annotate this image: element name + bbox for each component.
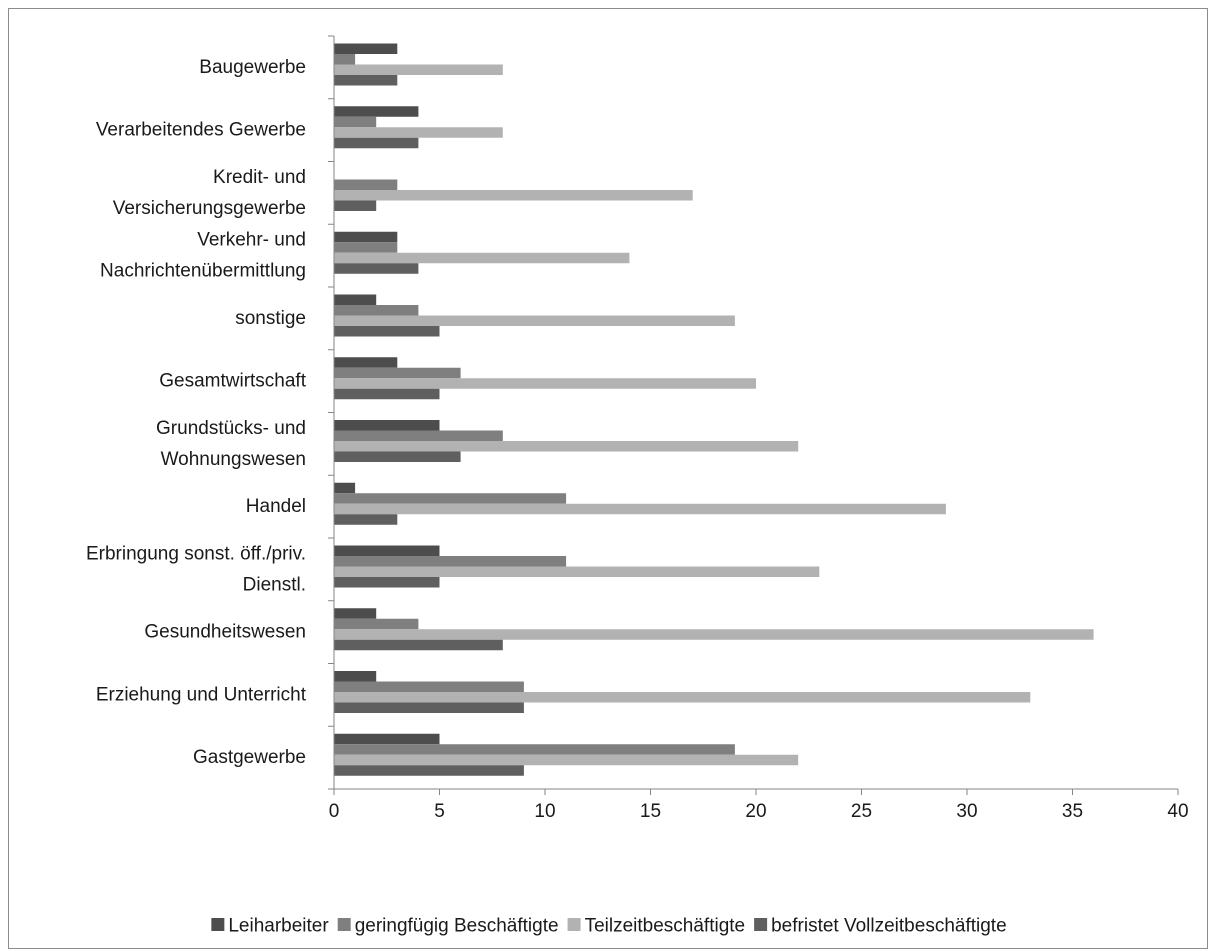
category-label: Kredit- und <box>213 167 306 188</box>
axes-group <box>328 35 1179 795</box>
bars-group <box>334 43 1094 776</box>
legend: Leiharbeiter geringfügig Beschäftigte Teil… <box>211 916 1007 937</box>
x-tick-label: 30 <box>956 801 977 822</box>
legend-item: Leiharbeiter <box>211 916 329 937</box>
category-label: Gesamtwirtschaft <box>159 371 306 392</box>
x-tick-label: 5 <box>434 801 445 822</box>
bar <box>334 116 377 128</box>
bar <box>334 43 398 54</box>
bar-chart: Baugewerbe Verarbeitendes Gewerbe Kredit- … <box>86 35 1189 937</box>
category-label: Erziehung und Unterricht <box>96 684 307 705</box>
bar <box>334 294 377 305</box>
x-tick-label: 0 <box>329 801 340 822</box>
legend-swatch <box>211 918 225 931</box>
category-label: Gesundheitswesen <box>144 622 306 643</box>
bar <box>334 493 567 504</box>
category-label: sonstige <box>235 308 306 329</box>
bar <box>334 608 377 619</box>
bar <box>334 577 440 588</box>
legend-item: geringfügig Beschäftigte <box>337 916 559 937</box>
bar <box>334 127 503 138</box>
chart-frame: Baugewerbe Verarbeitendes Gewerbe Kredit- … <box>8 8 1208 949</box>
bar <box>334 754 799 766</box>
bar <box>334 252 630 264</box>
bar <box>334 75 398 86</box>
category-label: Gastgewerbe <box>193 747 306 768</box>
bar <box>334 556 567 567</box>
legend-swatch <box>337 918 351 931</box>
bar <box>334 629 1094 640</box>
bar <box>334 367 461 379</box>
bar <box>334 451 461 462</box>
x-tick-label: 35 <box>1062 801 1083 822</box>
bar <box>334 692 1031 703</box>
bar <box>334 765 524 776</box>
bar <box>334 702 524 713</box>
bar <box>334 315 735 326</box>
category-label: Baugewerbe <box>199 57 306 78</box>
bar <box>334 420 440 431</box>
bar <box>334 618 419 630</box>
bar <box>334 441 799 452</box>
bar <box>334 54 356 65</box>
bar <box>334 545 440 556</box>
bar <box>334 263 419 274</box>
x-tick-label: 10 <box>534 801 555 822</box>
legend-swatch <box>754 918 768 931</box>
category-label: Erbringung sonst. öff./priv. <box>86 543 306 564</box>
bar <box>334 566 820 577</box>
category-label: Nachrichtenübermittlung <box>100 261 306 282</box>
bar <box>334 744 735 755</box>
bar <box>334 64 503 75</box>
x-tick-labels: 0 5 10 15 20 25 30 35 40 <box>329 801 1189 822</box>
bar <box>334 357 398 368</box>
bar <box>334 190 693 201</box>
x-tick-label: 15 <box>640 801 661 822</box>
category-label: Verarbeitendes Gewerbe <box>96 120 306 141</box>
bar <box>334 733 440 745</box>
bar <box>334 503 946 515</box>
bar <box>334 231 398 243</box>
x-tick-label: 40 <box>1167 801 1188 822</box>
bar <box>334 137 419 149</box>
bar <box>334 430 503 441</box>
bar <box>334 179 398 190</box>
bar <box>334 378 756 389</box>
bar <box>334 514 398 525</box>
x-tick-label: 25 <box>851 801 872 822</box>
category-label: Grundstücks- und <box>156 418 306 439</box>
category-label: Handel <box>246 496 306 517</box>
legend-label: Leiharbeiter <box>228 916 329 937</box>
bar <box>334 671 377 682</box>
bar <box>334 326 440 337</box>
category-labels: Baugewerbe Verarbeitendes Gewerbe Kredit- … <box>86 57 307 768</box>
legend-label: geringfügig Beschäftigte <box>355 916 559 937</box>
bar <box>334 639 503 651</box>
legend-swatch <box>567 918 581 931</box>
category-label: Verkehr- und <box>197 230 306 251</box>
bar <box>334 106 419 117</box>
category-label: Versicherungsgewerbe <box>113 198 306 219</box>
legend-item: befristet Vollzeitbeschäftigte <box>754 916 1007 937</box>
bar <box>334 681 524 692</box>
legend-item: Teilzeitbeschäftigte <box>567 916 746 937</box>
bar <box>334 388 440 400</box>
bar <box>334 242 398 253</box>
bar <box>334 200 377 211</box>
legend-label: Teilzeitbeschäftigte <box>585 916 746 937</box>
bar <box>334 305 419 316</box>
legend-label: befristet Vollzeitbeschäftigte <box>771 916 1007 937</box>
x-tick-label: 20 <box>745 801 766 822</box>
bar <box>334 482 356 494</box>
category-label: Dienstl. <box>243 574 306 595</box>
category-label: Wohnungswesen <box>161 449 306 470</box>
